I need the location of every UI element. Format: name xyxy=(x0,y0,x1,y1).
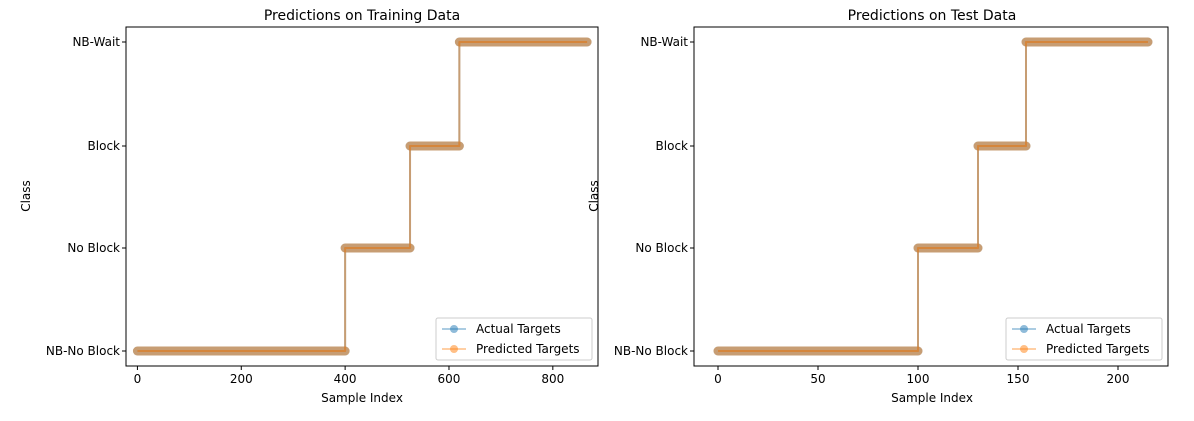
legend-label-actual: Actual Targets xyxy=(476,322,561,336)
legend: Actual Targets Predicted Targets xyxy=(435,317,593,361)
y-axis-label: Class xyxy=(587,180,601,212)
x-axis-label: Sample Index xyxy=(891,391,973,405)
y-tick-label: No Block xyxy=(67,241,120,255)
chart-title: Predictions on Training Data xyxy=(264,8,460,24)
legend-marker-actual xyxy=(450,325,458,333)
x-tick-label: 600 xyxy=(438,372,461,386)
legend-marker-predicted xyxy=(450,345,458,353)
y-tick-label: NB-Wait xyxy=(72,35,120,49)
series-line-actual xyxy=(718,41,1148,352)
x-ticks: 0 200 400 600 800 xyxy=(122,41,564,386)
legend-label-actual: Actual Targets xyxy=(1046,322,1131,336)
x-tick-label: 400 xyxy=(334,372,357,386)
chart-title: Predictions on Test Data xyxy=(848,8,1017,24)
series-line-predicted xyxy=(137,41,588,352)
plot-frame xyxy=(125,26,599,367)
y-tick-labels: NB-No Block No Block Block NB-Wait xyxy=(614,35,688,358)
legend-marker-predicted xyxy=(1020,345,1028,353)
y-tick-label: Block xyxy=(656,139,689,153)
y-tick-label: Block xyxy=(88,139,121,153)
series-line-actual xyxy=(137,41,588,352)
y-tick-labels: NB-No Block No Block Block NB-Wait xyxy=(46,35,120,358)
x-tick-label: 150 xyxy=(1007,372,1030,386)
legend-box xyxy=(435,317,593,361)
plot-lines xyxy=(132,37,592,356)
x-tick-label: 200 xyxy=(230,372,253,386)
plot-lines xyxy=(713,37,1153,356)
legend-box xyxy=(1005,317,1163,361)
test-chart: Predictions on Test Data Class Sample In… xyxy=(587,8,1169,405)
x-tick-label: 800 xyxy=(541,372,564,386)
x-tick-label: 0 xyxy=(134,372,142,386)
x-axis-label: Sample Index xyxy=(321,391,403,405)
series-line-predicted xyxy=(718,41,1148,352)
y-tick-label: No Block xyxy=(635,241,688,255)
legend: Actual Targets Predicted Targets xyxy=(1005,317,1163,361)
y-tick-label: NB-No Block xyxy=(614,344,688,358)
legend-label-predicted: Predicted Targets xyxy=(1046,342,1150,356)
legend-marker-actual xyxy=(1020,325,1028,333)
y-tick-label: NB-Wait xyxy=(640,35,688,49)
x-tick-label: 100 xyxy=(907,372,930,386)
training-chart: Predictions on Training Data Class Sampl… xyxy=(19,8,599,405)
x-ticks: 0 50 100 150 200 xyxy=(690,41,1130,386)
legend-label-predicted: Predicted Targets xyxy=(476,342,580,356)
y-axis-label: Class xyxy=(19,180,33,212)
plot-frame xyxy=(693,26,1169,367)
y-tick-label: NB-No Block xyxy=(46,344,120,358)
x-tick-label: 50 xyxy=(810,372,825,386)
x-tick-label: 200 xyxy=(1107,372,1130,386)
x-tick-label: 0 xyxy=(714,372,722,386)
